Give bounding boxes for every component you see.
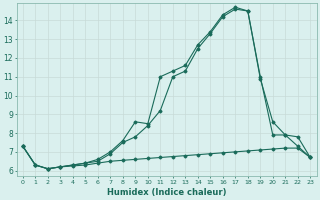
X-axis label: Humidex (Indice chaleur): Humidex (Indice chaleur)	[107, 188, 226, 197]
